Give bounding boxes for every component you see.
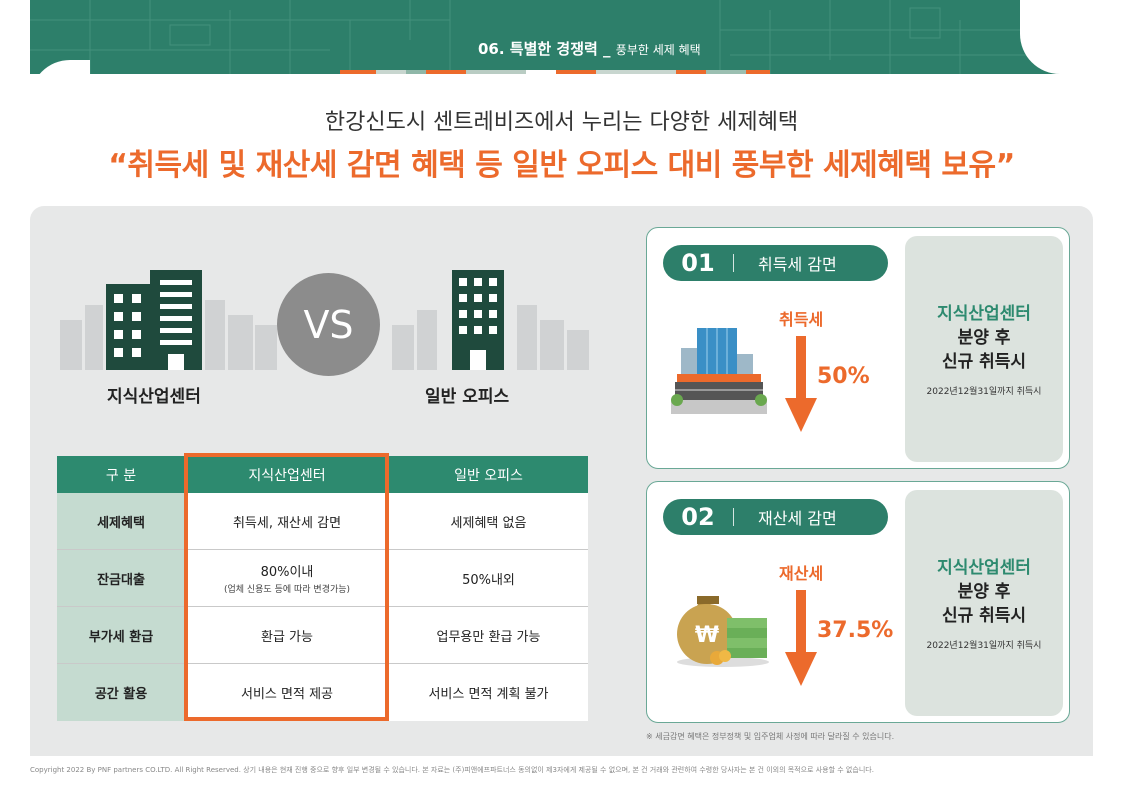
center-cell: 취득세, 재산세 감면	[185, 493, 389, 549]
header-right-curve	[1020, 0, 1093, 74]
center-cell: 서비스 면적 제공	[185, 664, 389, 721]
arrow-down-icon	[785, 590, 817, 686]
office-cell: 서비스 면적 계획 불가	[389, 664, 588, 721]
office-building-icon	[106, 270, 202, 370]
benefit-card-acquisition: 01 취득세 감면 취득세 50% 지식산업센터 분양 후 신규 취득시 202…	[646, 227, 1070, 469]
city-skyline-left	[60, 300, 277, 370]
condition-box: 지식산업센터 분양 후 신규 취득시 2022년12월31일까지 취득시	[905, 236, 1063, 462]
header-office: 일반 오피스	[454, 467, 523, 484]
office-cell: 50%내외	[389, 550, 588, 606]
center-cell: 80%이내 (업체 신용도 등에 따라 변경가능)	[185, 550, 389, 606]
center-cell-note: (업체 신용도 등에 따라 변경가능)	[223, 585, 351, 595]
money-bag-icon: ₩	[677, 596, 769, 667]
tax-name: 재산세	[779, 564, 824, 583]
page-title: “취득세 및 재산세 감면 혜택 등 일반 오피스 대비 풍부한 세제혜택 보유…	[108, 148, 1015, 183]
condition-box: 지식산업센터 분양 후 신규 취득시 2022년12월31일까지 취득시	[905, 490, 1063, 716]
discount-percent: 37.5%	[817, 618, 894, 643]
card-pill: 02 재산세 감면	[663, 499, 888, 535]
label-general-office: 일반 오피스	[425, 387, 510, 407]
center-cell: 환급 가능	[185, 607, 389, 663]
header-band: 06. 특별한 경쟁력 _ 풍부한 세제 혜택	[30, 0, 1093, 74]
header-category: 구 분	[105, 467, 137, 484]
table-header: 구 분 지식산업센터 일반 오피스	[57, 456, 588, 493]
arrow-down-icon	[785, 336, 817, 432]
comparison-table: 구 분 지식산업센터 일반 오피스 세제혜택 취득세, 재산세 감면 세제혜택 …	[57, 456, 588, 721]
table-row: 잔금대출 80%이내 (업체 신용도 등에 따라 변경가능) 50%내외	[57, 550, 588, 607]
page-subtitle: 한강신도시 센트레비즈에서 누리는 다양한 세제혜택	[324, 110, 799, 135]
footnote: ※ 세금감면 혜택은 정부정책 및 입주업체 사정에 따라 달라질 수 있습니다…	[646, 732, 895, 741]
row-label: 공간 활용	[57, 664, 185, 721]
section-title: 06. 특별한 경쟁력 _ 풍부한 세제 혜택	[478, 40, 701, 58]
table-row: 부가세 환급 환급 가능 업무용만 환급 가능	[57, 607, 588, 664]
row-label: 잔금대출	[57, 550, 185, 606]
header-pattern	[30, 0, 1093, 74]
office-tower-icon	[452, 270, 504, 370]
discount-percent: 50%	[817, 364, 870, 389]
benefit-card-property: 02 재산세 감면 ₩ 재산세 37.5% 지식산업센터 분양 후 신규 취득시…	[646, 481, 1070, 723]
vs-badge: VS	[277, 273, 380, 376]
table-row: 세제혜택 취득세, 재산세 감면 세제혜택 없음	[57, 493, 588, 550]
label-knowledge-center: 지식산업센터	[107, 387, 201, 407]
office-cell: 세제혜택 없음	[389, 493, 588, 549]
building-illustration-icon	[671, 328, 767, 414]
city-skyline-right	[392, 305, 589, 370]
card-pill: 01 취득세 감면	[663, 245, 888, 281]
header-center: 지식산업센터	[248, 467, 326, 484]
row-label: 세제혜택	[57, 493, 185, 549]
copyright: Copyright 2022 By PNF partners CO.LTD. A…	[30, 766, 874, 774]
header-color-strip	[340, 70, 770, 74]
tax-name: 취득세	[779, 310, 824, 329]
table-row: 공간 활용 서비스 면적 제공 서비스 면적 계획 불가	[57, 664, 588, 721]
row-label: 부가세 환급	[57, 607, 185, 663]
svg-text:₩: ₩	[695, 623, 719, 648]
office-cell: 업무용만 환급 가능	[389, 607, 588, 663]
